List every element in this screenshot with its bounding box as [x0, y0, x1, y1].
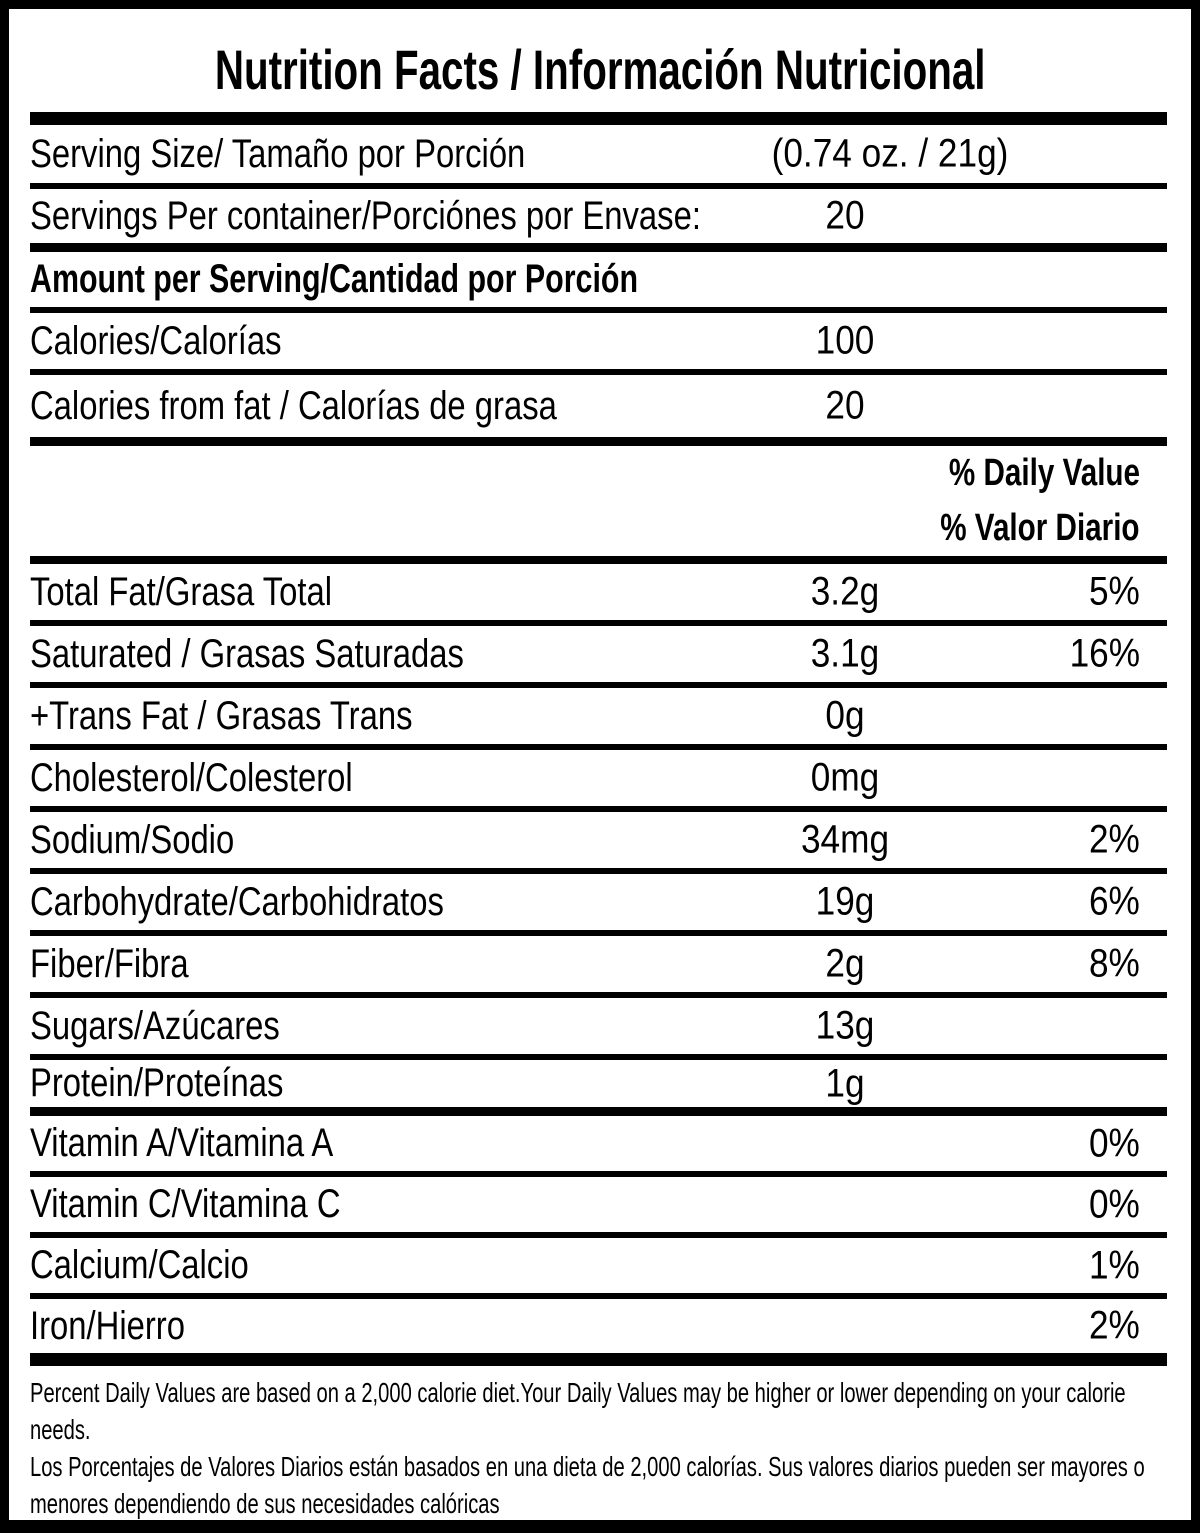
serving-size-label: Serving Size/ Tamaño por Porción [30, 131, 526, 176]
nutrient-row: Cholesterol/Colesterol 0mg [30, 750, 1167, 812]
nutrient-label: Calcium/Calcio [30, 1243, 249, 1287]
nutrient-amount: 2g [825, 941, 865, 986]
nutrient-label: +Trans Fat / Grasas Trans [30, 693, 413, 738]
nutrient-percent: 5% [1089, 569, 1140, 614]
servings-per-container-value: 20 [825, 193, 865, 238]
daily-value-header-en: % Daily Value [948, 452, 1140, 494]
nutrient-label: Sodium/Sodio [30, 817, 235, 862]
serving-size-value: (0.74 oz. / 21g) [771, 131, 1009, 176]
nutrient-label: Vitamin A/Vitamina A [30, 1121, 334, 1165]
daily-value-header: % Daily Value % Valor Diario [30, 446, 1167, 564]
nutrient-label: Cholesterol/Colesterol [30, 755, 353, 800]
footnote-text: Percent Daily Values are based on a 2,00… [30, 1374, 1168, 1520]
nutrient-label: Vitamin C/Vitamina C [30, 1182, 341, 1226]
nutrient-row: Vitamin C/Vitamina C 0% [30, 1177, 1167, 1238]
label-title: Nutrition Facts / Información Nutriciona… [214, 38, 986, 101]
footnote-separator-bar [30, 1353, 1167, 1366]
calories-from-fat-value: 20 [825, 383, 865, 428]
nutrient-label: Iron/Hierro [30, 1303, 185, 1348]
nutrient-row: Saturated / Grasas Saturadas 3.1g 16% [30, 626, 1167, 688]
amount-per-serving-header: Amount per Serving/Cantidad por Porción [30, 257, 639, 301]
nutrient-row: Calcium/Calcio 1% [30, 1238, 1167, 1299]
nutrient-amount: 0g [825, 693, 865, 738]
calories-row: Calories/Calorías 100 [30, 313, 1167, 375]
calories-label: Calories/Calorías [30, 318, 282, 363]
nutrient-percent: 8% [1089, 941, 1140, 986]
footnote-es: Los Porcentajes de Valores Diarios están… [30, 1451, 1145, 1519]
nutrient-amount: 13g [815, 1003, 875, 1048]
nutrient-amount: 1g [825, 1061, 865, 1105]
title-separator-bar [30, 112, 1167, 125]
nutrient-row: Sodium/Sodio 34mg 2% [30, 812, 1167, 874]
nutrient-label: Total Fat/Grasa Total [30, 569, 333, 614]
nutrient-row: Protein/Proteínas 1g [30, 1060, 1167, 1116]
servings-per-container-label: Servings Per container/Porciónes por Env… [30, 193, 701, 238]
nutrient-row: Total Fat/Grasa Total 3.2g 5% [30, 564, 1167, 626]
nutrient-row: +Trans Fat / Grasas Trans 0g [30, 688, 1167, 750]
daily-value-header-es: % Valor Diario [940, 507, 1140, 549]
calories-from-fat-row: Calories from fat / Calorías de grasa 20 [30, 375, 1167, 446]
calories-value: 100 [815, 318, 875, 363]
nutrient-label: Carbohydrate/Carbohidratos [30, 879, 444, 924]
nutrient-percent: 1% [1089, 1243, 1140, 1287]
servings-per-container-row: Servings Per container/Porciónes por Env… [30, 189, 1167, 252]
nutrient-row: Iron/Hierro 2% [30, 1299, 1167, 1353]
nutrient-label: Sugars/Azúcares [30, 1003, 280, 1048]
nutrient-percent: 2% [1089, 1303, 1140, 1348]
footnote: Percent Daily Values are based on a 2,00… [30, 1366, 1168, 1520]
nutrient-percent: 2% [1089, 817, 1140, 862]
footnote-en: Percent Daily Values are based on a 2,00… [30, 1377, 1126, 1445]
nutrient-amount: 19g [815, 879, 875, 924]
nutrient-amount: 3.1g [810, 631, 880, 676]
nutrient-amount: 3.2g [810, 569, 880, 614]
nutrient-percent: 6% [1089, 879, 1140, 924]
nutrient-percent: 16% [1069, 631, 1140, 676]
nutrient-percent: 0% [1089, 1121, 1140, 1165]
nutrient-label: Fiber/Fibra [30, 941, 189, 986]
nutrient-row: Carbohydrate/Carbohidratos 19g 6% [30, 874, 1167, 936]
serving-size-row: Serving Size/ Tamaño por Porción (0.74 o… [30, 125, 1167, 189]
calories-from-fat-label: Calories from fat / Calorías de grasa [30, 383, 557, 428]
nutrient-amount: 0mg [810, 755, 880, 800]
nutrient-label: Protein/Proteínas [30, 1061, 284, 1105]
nutrient-amount: 34mg [800, 817, 890, 862]
nutrient-row: Vitamin A/Vitamina A 0% [30, 1116, 1167, 1177]
nutrient-percent: 0% [1089, 1182, 1140, 1226]
nutrient-label: Saturated / Grasas Saturadas [30, 631, 464, 676]
amount-per-serving-header-row: Amount per Serving/Cantidad por Porción [30, 252, 1167, 313]
title-wrap: Nutrition Facts / Información Nutriciona… [9, 9, 1191, 112]
nutrient-rows: Total Fat/Grasa Total 3.2g 5% Saturated … [30, 564, 1167, 1353]
label-body: Serving Size/ Tamaño por Porción (0.74 o… [30, 112, 1168, 1520]
nutrient-row: Sugars/Azúcares 13g [30, 998, 1167, 1060]
nutrient-row: Fiber/Fibra 2g 8% [30, 936, 1167, 998]
